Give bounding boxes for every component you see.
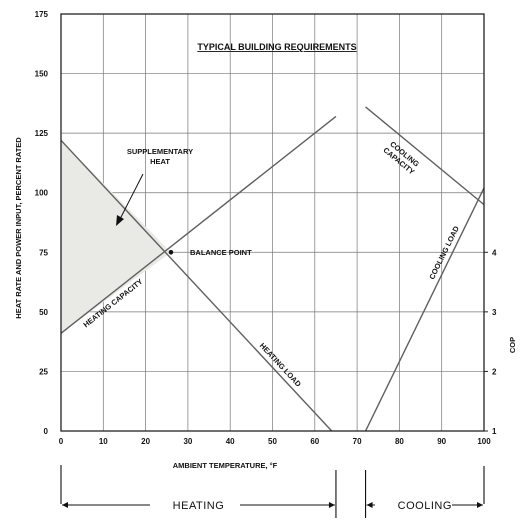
y2-tick-label: 1 — [492, 427, 497, 436]
y-tick-label: 100 — [35, 189, 49, 198]
x-tick-label: 0 — [59, 437, 64, 446]
series-layer — [60, 106, 485, 432]
x-tick-label: 10 — [99, 437, 108, 446]
cooling-region-label: COOLING — [398, 500, 452, 512]
x-tick-label: 50 — [268, 437, 277, 446]
supplementary-heat-arrow — [118, 173, 144, 222]
y-axis-label: HEAT RATE AND POWER INPUT, PERCENT RATED — [14, 137, 23, 319]
y-tick-label: 50 — [39, 308, 48, 317]
region-arrowhead — [62, 502, 68, 508]
y-tick-label: 125 — [35, 129, 49, 138]
y2-tick-label: 3 — [492, 308, 497, 317]
x-tick-label: 60 — [310, 437, 319, 446]
tick-labels: 0 10 20 30 40 50 60 70 80 90 100 0 25 50 75 100 125 150 17… — [35, 10, 497, 446]
y-tick-label: 150 — [35, 70, 49, 79]
y-tick-label: 25 — [39, 367, 48, 376]
region-bar: HEATING COOLING — [60, 465, 485, 518]
heating-region-label: HEATING — [173, 500, 225, 512]
x-axis-label: AMBIENT TEMPERATURE, °F — [173, 461, 278, 470]
x-tick-label: 70 — [353, 437, 362, 446]
grid-lines — [60, 13, 485, 432]
x-tick-label: 100 — [477, 437, 491, 446]
series-label-group: HEATING LOAD — [258, 341, 304, 389]
plot-frame — [60, 13, 485, 432]
x-tick-label: 90 — [437, 437, 446, 446]
balance-point-label: BALANCE POINT — [190, 248, 252, 257]
balance-point-marker — [168, 249, 174, 255]
x-tick-label: 80 — [395, 437, 404, 446]
y-tick-label: 175 — [35, 10, 49, 19]
y2-tick-label: 4 — [492, 248, 497, 257]
x-tick-label: 20 — [141, 437, 150, 446]
region-arrowhead — [477, 502, 483, 508]
supplementary-heat-line: SUPPLEMENTARY — [127, 147, 193, 156]
y2-axis-label: COP — [508, 337, 517, 353]
region-arrowhead — [366, 502, 373, 508]
supplementary-heat-area — [61, 140, 171, 334]
y-tick-label: 0 — [44, 427, 49, 436]
x-tick-label: 30 — [183, 437, 192, 446]
series-line — [365, 106, 485, 206]
supplementary-heat-arrowhead — [116, 215, 124, 226]
series-label: HEATING LOAD — [258, 341, 304, 389]
y2-tick-label: 2 — [492, 367, 497, 376]
supplementary-heat-line: HEAT — [150, 157, 170, 166]
chart-title: TYPICAL BUILDING REQUIREMENTS — [197, 42, 356, 52]
series-line — [60, 139, 333, 432]
x-tick-label: 40 — [226, 437, 235, 446]
y-tick-label: 75 — [39, 248, 48, 257]
region-arrowhead — [328, 502, 335, 508]
series-line — [364, 187, 485, 432]
series-line — [60, 115, 337, 334]
